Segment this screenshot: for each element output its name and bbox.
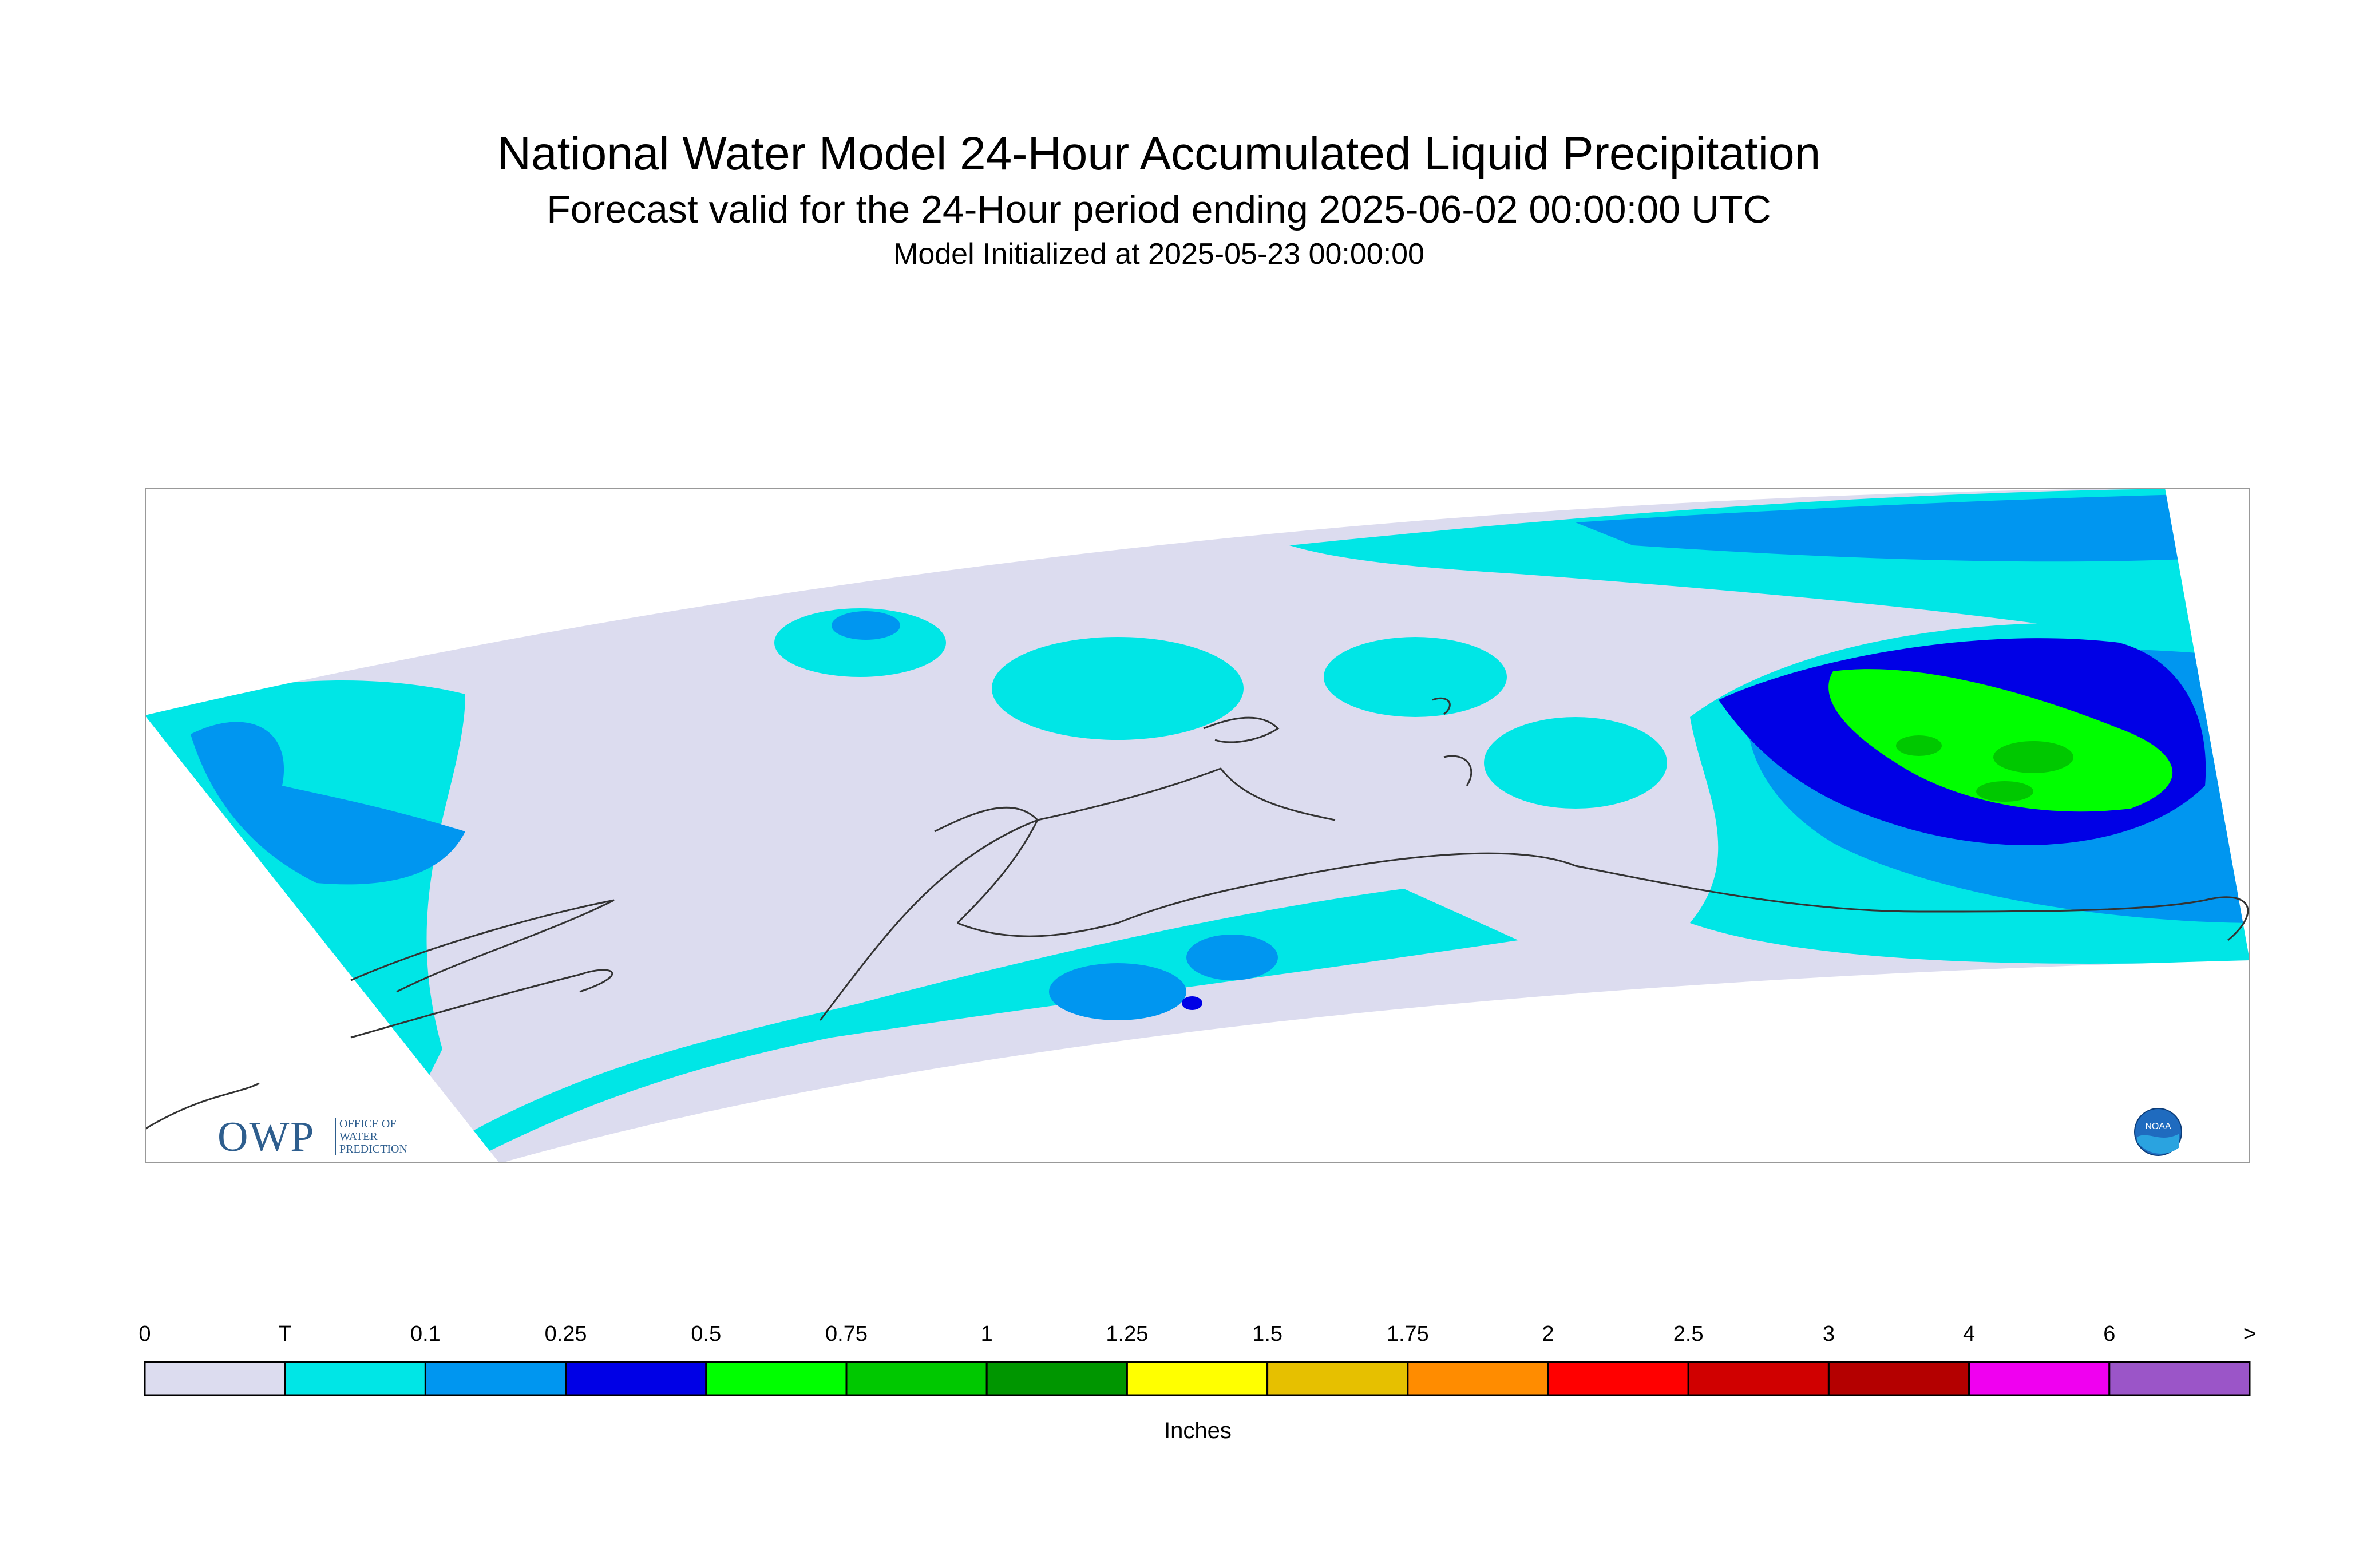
precip-area-heavier (1976, 781, 2033, 802)
precip-area-heavy (1828, 669, 2173, 812)
colorbar-swatch (705, 1361, 848, 1396)
colorbar-tick-label: 0.1 (410, 1322, 441, 1346)
precip-area-light (1186, 935, 1278, 980)
colorbar-tick-label: 0.5 (691, 1322, 722, 1346)
coastline (934, 806, 1039, 924)
precip-area-trace (1484, 717, 1667, 809)
precip-area-light (1049, 963, 1186, 1020)
coastline (1289, 852, 1919, 913)
colorbar-swatch (1827, 1361, 1970, 1396)
coastline (145, 1082, 260, 1130)
coastline (819, 767, 1336, 1021)
colorbar-tick-label: 2 (1542, 1322, 1554, 1346)
colorbar-tick-label: 1.25 (1106, 1322, 1149, 1346)
precip-area-trace (774, 608, 946, 677)
owp-logo-subtext: OFFICE OF WATER PREDICTION (335, 1118, 407, 1155)
precip-area-light (191, 722, 465, 885)
colorbar-swatch (985, 1361, 1128, 1396)
colorbar-tick-label: 1.5 (1252, 1322, 1283, 1346)
precipitation-map (145, 488, 2250, 1163)
colorbar-tick-label: 3 (1822, 1322, 1835, 1346)
coastline (1203, 716, 1280, 743)
colorbar-swatch (1407, 1361, 1549, 1396)
colorbar-swatch (1126, 1361, 1269, 1396)
precip-area-moderate (1182, 996, 1202, 1010)
owp-logo-line: WATER (339, 1130, 378, 1143)
colorbar-swatch (424, 1361, 567, 1396)
colorbar-tick-label: 0.25 (544, 1322, 587, 1346)
colorbar-unit-label: Inches (1164, 1418, 1232, 1443)
coastlines (145, 697, 2249, 1130)
coastline (350, 969, 613, 1039)
colorbar-swatch (1968, 1361, 2111, 1396)
precip-area-trace (1324, 637, 1507, 717)
precip-area-light (832, 611, 900, 640)
colorbar-swatch (284, 1361, 426, 1396)
colorbar-swatch (565, 1361, 707, 1396)
colorbar-swatch (144, 1361, 286, 1396)
model-domain (145, 488, 2250, 1163)
colorbar-tick-label: 0.75 (825, 1322, 868, 1346)
owp-logo-letters: OWP (217, 1114, 315, 1161)
colorbar-tick-label: 0 (138, 1322, 151, 1346)
precip-area-heavier (1896, 735, 1942, 756)
coastline (350, 899, 615, 993)
colorbar-swatch (2108, 1361, 2251, 1396)
colorbar-tick-label: 1.75 (1386, 1322, 1429, 1346)
colorbar-tick-label: 6 (2103, 1322, 2116, 1346)
noaa-logo: NOAA (2134, 1108, 2182, 1156)
precip-area-light (1576, 494, 2234, 562)
colorbar-tick-label: 1 (980, 1322, 993, 1346)
precip-colorbar (144, 1361, 2251, 1396)
coastline (1443, 755, 1472, 786)
colorbar-tick-label: 2.5 (1673, 1322, 1704, 1346)
coastline (1432, 697, 1451, 715)
model-init-line: Model Initialized at 2025-05-23 00:00:00 (893, 237, 1424, 271)
colorbar-tick-label: 4 (1963, 1322, 1976, 1346)
map-title: National Water Model 24-Hour Accumulated… (497, 128, 1821, 180)
precip-area-trace (992, 637, 1244, 740)
colorbar-swatch (1266, 1361, 1409, 1396)
colorbar-tick-label: T (278, 1322, 292, 1346)
map-subtitle: Forecast valid for the 24-Hour period en… (547, 188, 1771, 231)
owp-logo: OWP OFFICE OF WATER PREDICTION (217, 1113, 407, 1162)
owp-logo-line: PREDICTION (339, 1143, 407, 1155)
colorbar-tick-label: > (2243, 1322, 2257, 1346)
colorbar-swatch (845, 1361, 988, 1396)
colorbar-swatch (1547, 1361, 1689, 1396)
precip-area-heavier (1993, 741, 2073, 773)
coastline (1918, 896, 2249, 941)
owp-logo-line: OFFICE OF (339, 1118, 397, 1130)
svg-text:NOAA: NOAA (2145, 1122, 2171, 1131)
colorbar-swatch (1687, 1361, 1830, 1396)
coastline (957, 876, 1290, 937)
